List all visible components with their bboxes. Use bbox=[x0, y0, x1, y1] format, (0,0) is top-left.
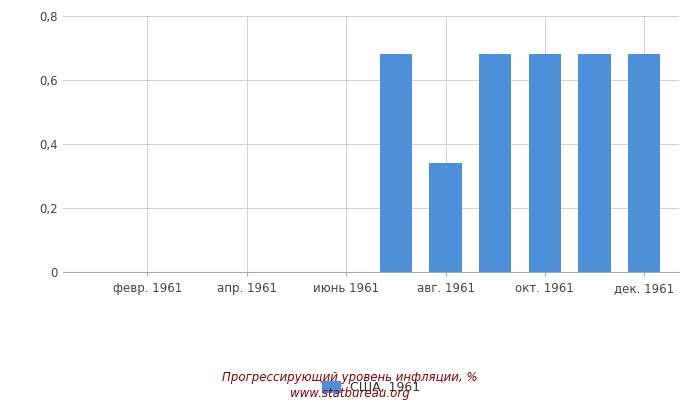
Bar bbox=[479, 54, 511, 272]
Bar bbox=[429, 163, 462, 272]
Legend: США, 1961: США, 1961 bbox=[316, 376, 426, 399]
Bar bbox=[528, 54, 561, 272]
Bar bbox=[628, 54, 660, 272]
Bar bbox=[578, 54, 610, 272]
Text: Прогрессирующий уровень инфляции, %: Прогрессирующий уровень инфляции, % bbox=[223, 372, 477, 384]
Text: www.statbureau.org: www.statbureau.org bbox=[290, 388, 410, 400]
Bar bbox=[379, 54, 412, 272]
